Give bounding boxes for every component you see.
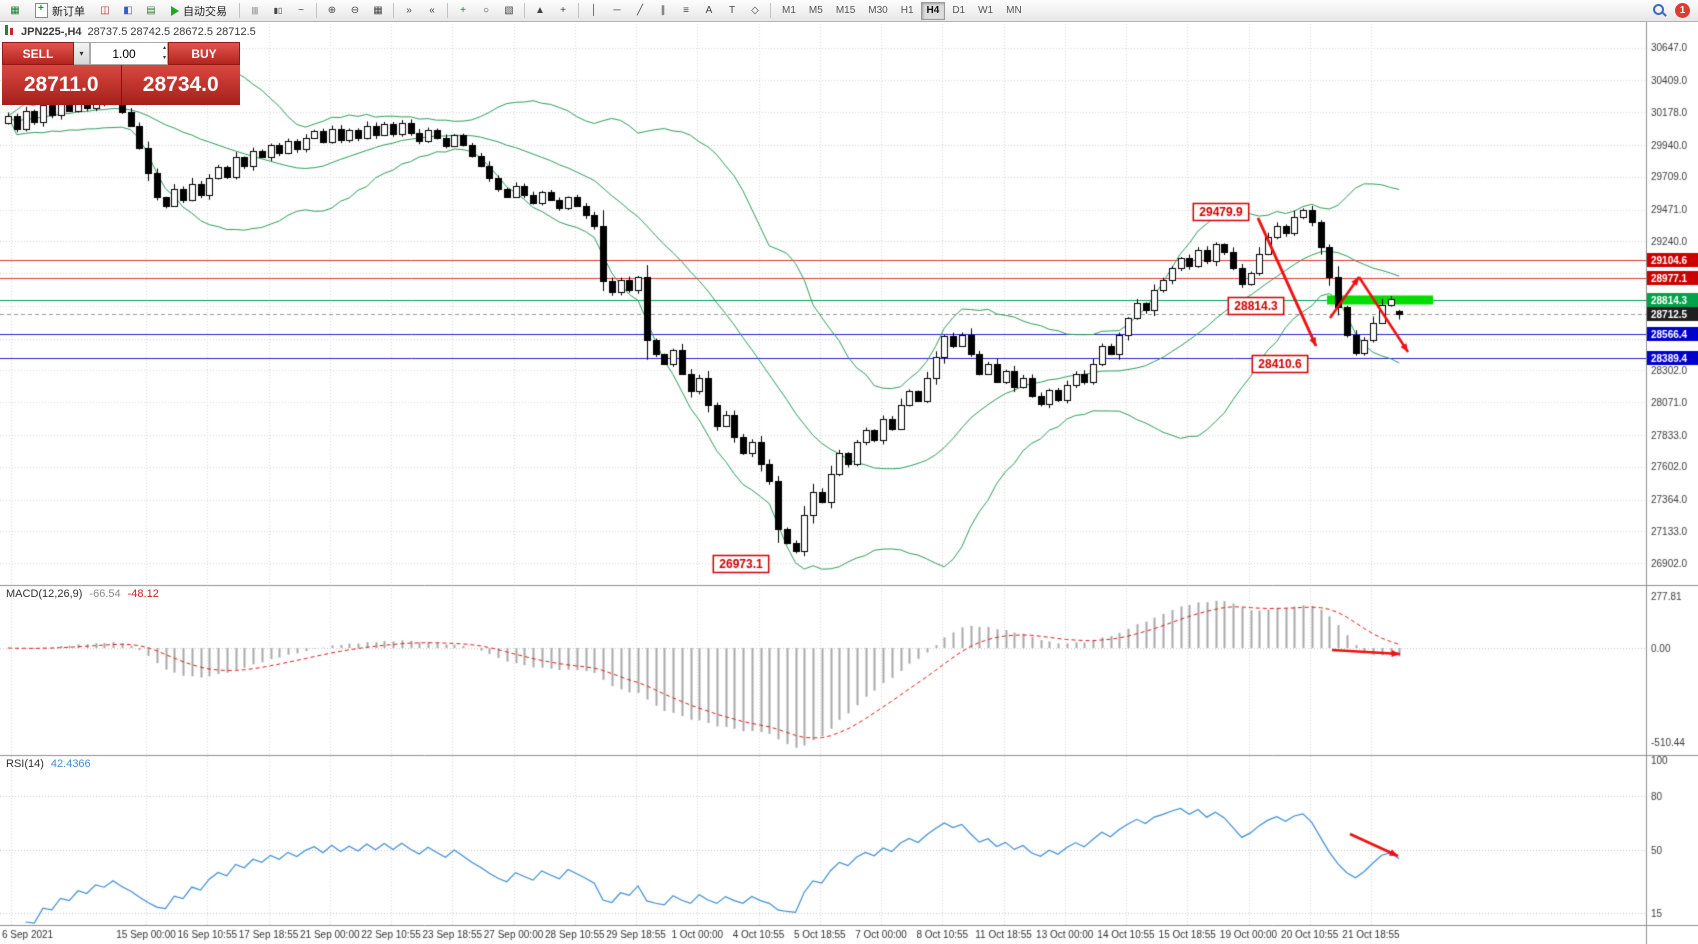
chart-area: JPN225-,H4 28737.5 28742.5 28672.5 28712…	[0, 22, 1698, 944]
toolbar-separator	[239, 3, 240, 18]
periods-icon[interactable]: ○	[482, 4, 490, 16]
timeframe-h1[interactable]: H1	[895, 2, 920, 20]
channel-icon[interactable]: ∥	[660, 4, 666, 16]
play-icon	[171, 5, 179, 16]
text-label-icon[interactable]: T	[728, 4, 736, 16]
candlestick-icon	[5, 25, 15, 38]
timeframe-m1[interactable]: M1	[776, 2, 802, 20]
sell-price[interactable]: 28711.0	[2, 65, 122, 105]
navigator-icon[interactable]: ▤	[146, 4, 156, 16]
cursor-icon[interactable]: ▲	[535, 4, 545, 16]
buy-price[interactable]: 28734.0	[121, 65, 240, 105]
toolbar-separator	[578, 3, 579, 18]
timeframe-d1[interactable]: D1	[946, 2, 971, 20]
symbol-header: JPN225-,H4 28737.5 28742.5 28672.5 28712…	[5, 25, 256, 38]
notification-badge[interactable]: 1	[1675, 3, 1690, 18]
macd-name: MACD(12,26,9)	[6, 588, 83, 600]
timeframe-m30[interactable]: M30	[862, 2, 893, 20]
text-icon[interactable]: A	[705, 4, 713, 16]
ohlc-values: 28737.5 28742.5 28672.5 28712.5	[87, 25, 256, 38]
timeframe-w1[interactable]: W1	[972, 2, 999, 20]
auto-trading-label: 自动交易	[183, 5, 227, 18]
horizontal-line-icon[interactable]: ─	[613, 4, 621, 16]
toolbar-separator	[316, 3, 317, 18]
timeframe-m15[interactable]: M15	[830, 2, 861, 20]
one-click-controls: SELL ▾ ▴▾ BUY	[2, 42, 240, 65]
order-type-dropdown[interactable]: ▾	[74, 42, 90, 65]
data-window-icon[interactable]: ◧	[123, 4, 133, 16]
toolbar-right: 1	[1653, 3, 1694, 18]
bar-chart-icon[interactable]: |||	[251, 5, 259, 15]
templates-icon[interactable]: ▧	[504, 4, 514, 16]
auto-scroll-icon[interactable]: »	[406, 4, 412, 16]
toolbar-separator	[524, 3, 525, 18]
timeframe-m5[interactable]: M5	[803, 2, 829, 20]
rsi-value: 42.4366	[50, 758, 91, 770]
new-order-icon	[35, 3, 48, 18]
zoom-in-icon[interactable]: ⊕	[327, 4, 337, 16]
macd-value-signal: -48.12	[127, 588, 159, 600]
main-toolbar: ▦ 新订单 ◫◧▤ 自动交易 |||▮▯~⊕⊖▦»«+○▧▲+│─╱∥≡AT◇ …	[0, 0, 1698, 22]
volume-input[interactable]	[91, 43, 167, 64]
toolbar-group-charts: ▦	[4, 1, 26, 21]
search-icon[interactable]	[1653, 3, 1667, 18]
timeframe-h4[interactable]: H4	[920, 1, 946, 20]
timeframe-mn[interactable]: MN	[1000, 2, 1028, 20]
auto-trading-button[interactable]: 自动交易	[164, 2, 234, 20]
toolbar-group-timeframes: M1 M5 M15 M30 H1 H4 D1 W1 MN	[776, 1, 1028, 20]
volume-input-wrap: ▴▾	[90, 42, 168, 65]
rsi-name: RSI(14)	[6, 758, 44, 770]
chart-shift-icon[interactable]: «	[429, 4, 435, 16]
macd-value-main: -66.54	[89, 588, 121, 600]
candlestick-chart-icon[interactable]: ▮▯	[273, 5, 283, 15]
one-click-prices: 28711.0 28734.0	[2, 65, 240, 105]
toolbar-group-panels: ◫ ◧ ▤	[94, 1, 162, 21]
volume-stepper[interactable]: ▴ ▾	[162, 45, 166, 61]
fibonacci-icon[interactable]: ≡	[683, 4, 689, 16]
new-order-button[interactable]: 新订单	[28, 2, 92, 20]
new-order-label: 新订单	[52, 5, 85, 18]
tile-windows-icon[interactable]: ▦	[373, 4, 383, 16]
buy-button[interactable]: BUY	[168, 42, 240, 65]
toolbar-separator	[447, 3, 448, 18]
symbol-name: JPN225-,H4	[21, 25, 82, 38]
market-watch-icon[interactable]: ◫	[100, 4, 110, 16]
new-chart-icon[interactable]: ▦	[10, 4, 20, 16]
toolbar-separator	[770, 3, 771, 18]
toolbar-separator	[393, 3, 394, 18]
vertical-line-icon[interactable]: │	[590, 4, 598, 16]
rsi-indicator-label: RSI(14) 42.4366	[6, 758, 91, 770]
crosshair-icon[interactable]: +	[560, 4, 566, 16]
one-click-trading-widget: SELL ▾ ▴▾ BUY 28711.0 28734.0	[2, 42, 240, 105]
shapes-icon[interactable]: ◇	[751, 4, 759, 16]
toolbar-group-tools: ||| ▮▯ ~ ⊕ ⊖ ▦ » « + ○ ▧ ▲ + │ ─ ╱ ∥ ≡ A T ◇	[236, 1, 774, 21]
sell-button[interactable]: SELL	[2, 42, 74, 65]
trendline-icon[interactable]: ╱	[636, 4, 644, 16]
price-chart-canvas[interactable]	[0, 22, 1698, 944]
zoom-out-icon[interactable]: ⊖	[350, 4, 360, 16]
macd-indicator-label: MACD(12,26,9) -66.54 -48.12	[6, 588, 159, 600]
indicators-add-icon[interactable]: +	[460, 4, 466, 16]
line-chart-icon[interactable]: ~	[298, 4, 304, 16]
